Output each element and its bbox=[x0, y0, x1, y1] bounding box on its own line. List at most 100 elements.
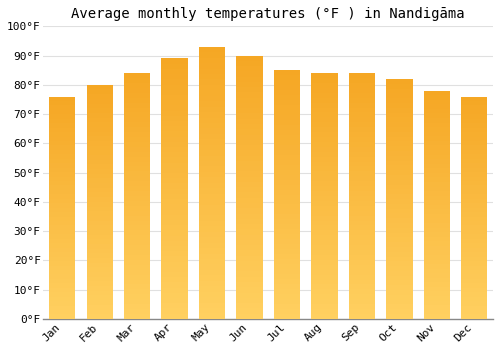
Bar bbox=[236, 145, 262, 150]
Bar bbox=[461, 243, 487, 248]
Bar bbox=[236, 272, 262, 277]
Bar bbox=[124, 176, 150, 181]
Bar bbox=[49, 128, 76, 132]
Bar bbox=[349, 162, 375, 167]
Bar bbox=[349, 270, 375, 275]
Bar bbox=[349, 93, 375, 98]
Bar bbox=[199, 226, 225, 232]
Bar bbox=[274, 115, 300, 120]
Bar bbox=[124, 186, 150, 191]
Bar bbox=[312, 220, 338, 225]
Bar bbox=[461, 310, 487, 314]
Bar bbox=[236, 150, 262, 156]
Bar bbox=[162, 142, 188, 147]
Bar bbox=[274, 175, 300, 180]
Bar bbox=[86, 220, 113, 225]
Bar bbox=[424, 109, 450, 113]
Bar bbox=[349, 299, 375, 304]
Bar bbox=[312, 112, 338, 117]
Bar bbox=[49, 221, 76, 225]
Bar bbox=[86, 188, 113, 193]
Bar bbox=[349, 314, 375, 319]
Bar bbox=[274, 140, 300, 145]
Bar bbox=[49, 261, 76, 266]
Bar bbox=[386, 223, 412, 228]
Bar bbox=[124, 240, 150, 245]
Bar bbox=[386, 300, 412, 304]
Bar bbox=[274, 180, 300, 184]
Bar bbox=[424, 127, 450, 132]
Bar bbox=[386, 252, 412, 257]
Bar bbox=[49, 123, 76, 128]
Bar bbox=[86, 178, 113, 183]
Bar bbox=[199, 243, 225, 248]
Bar bbox=[386, 146, 412, 151]
Bar bbox=[312, 260, 338, 265]
Bar bbox=[461, 292, 487, 297]
Bar bbox=[236, 66, 262, 71]
Bar bbox=[424, 296, 450, 301]
Bar bbox=[312, 309, 338, 314]
Bar bbox=[424, 205, 450, 209]
Bar bbox=[162, 303, 188, 308]
Bar bbox=[312, 289, 338, 294]
Bar bbox=[236, 214, 262, 219]
Bar bbox=[124, 172, 150, 176]
Bar bbox=[86, 160, 113, 164]
Bar bbox=[461, 239, 487, 243]
Bar bbox=[199, 107, 225, 112]
Bar bbox=[386, 290, 412, 295]
Bar bbox=[199, 314, 225, 319]
Bar bbox=[386, 151, 412, 156]
Bar bbox=[49, 217, 76, 221]
Bar bbox=[86, 309, 113, 314]
Bar bbox=[274, 80, 300, 85]
Bar bbox=[274, 100, 300, 105]
Bar bbox=[386, 122, 412, 127]
Bar bbox=[236, 92, 262, 98]
Bar bbox=[199, 237, 225, 243]
Bar bbox=[162, 90, 188, 95]
Bar bbox=[124, 157, 150, 162]
Bar bbox=[424, 246, 450, 250]
Bar bbox=[86, 136, 113, 141]
Bar bbox=[236, 77, 262, 82]
Bar bbox=[49, 288, 76, 292]
Bar bbox=[162, 111, 188, 116]
Bar bbox=[236, 129, 262, 134]
Bar bbox=[236, 187, 262, 192]
Bar bbox=[274, 165, 300, 170]
Bar bbox=[162, 168, 188, 173]
Bar bbox=[199, 292, 225, 297]
Bar bbox=[312, 294, 338, 299]
Bar bbox=[86, 267, 113, 272]
Bar bbox=[199, 139, 225, 145]
Bar bbox=[162, 225, 188, 230]
Bar bbox=[236, 224, 262, 229]
Bar bbox=[124, 93, 150, 98]
Bar bbox=[461, 225, 487, 230]
Bar bbox=[199, 123, 225, 128]
Bar bbox=[386, 228, 412, 232]
Bar bbox=[424, 273, 450, 278]
Bar bbox=[274, 105, 300, 110]
Bar bbox=[199, 85, 225, 90]
Bar bbox=[424, 95, 450, 100]
Bar bbox=[386, 276, 412, 280]
Bar bbox=[424, 287, 450, 292]
Bar bbox=[236, 87, 262, 92]
Bar bbox=[86, 263, 113, 267]
Bar bbox=[236, 287, 262, 293]
Bar bbox=[312, 201, 338, 206]
Bar bbox=[162, 95, 188, 100]
Bar bbox=[86, 272, 113, 277]
Bar bbox=[312, 172, 338, 176]
Bar bbox=[86, 253, 113, 258]
Bar bbox=[236, 166, 262, 172]
Bar bbox=[274, 170, 300, 175]
Bar bbox=[386, 309, 412, 314]
Bar bbox=[236, 303, 262, 308]
Bar bbox=[312, 285, 338, 289]
Bar bbox=[424, 141, 450, 146]
Bar bbox=[312, 147, 338, 152]
